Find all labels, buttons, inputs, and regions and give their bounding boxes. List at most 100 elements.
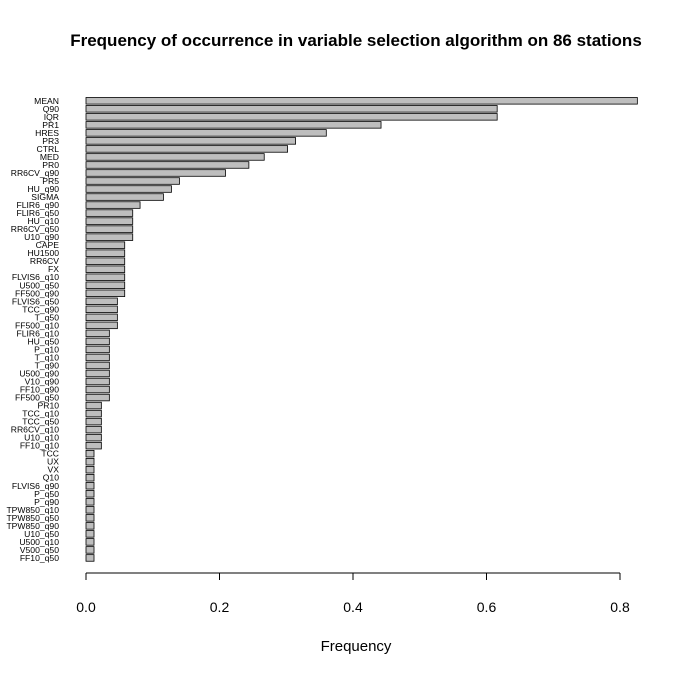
bar-rr6cv-q50 <box>85 225 134 233</box>
bar-u500-q90 <box>85 369 110 378</box>
category-label: PR10 <box>38 401 60 411</box>
category-label: FLVIS6_q10 <box>12 272 59 282</box>
category-label: P_q10 <box>34 344 59 354</box>
x-tick-label: 0.0 <box>76 599 96 615</box>
category-label: FLIR6_q10 <box>16 328 59 338</box>
category-label: V10_q90 <box>25 377 60 387</box>
bar-tpw850-q50 <box>85 514 95 522</box>
bar-flir6-q90 <box>85 201 141 209</box>
bar-vx <box>85 466 95 474</box>
bar-pr3 <box>85 137 296 145</box>
category-label: T_q50 <box>35 312 60 322</box>
category-label: FF10_q90 <box>20 385 59 395</box>
category-label: RR6CV_q50 <box>11 224 59 234</box>
category-label: TCC_q10 <box>22 409 59 419</box>
bar-iqr <box>85 113 498 121</box>
category-label: FLIR6_q50 <box>16 208 59 218</box>
bar-u500-q10 <box>85 538 95 546</box>
bar-pr5 <box>85 177 180 185</box>
category-label: CTRL <box>37 144 60 154</box>
x-axis: 0.0 0.2 0.4 0.6 0.8 <box>76 572 630 615</box>
bar-v500-q50 <box>85 546 95 554</box>
bar-tcc-q50 <box>85 417 102 426</box>
bar-flvis6-q10 <box>85 273 126 281</box>
bar-ff10-q50 <box>85 554 95 562</box>
category-label: U10_q90 <box>24 232 59 242</box>
category-label: U500_q50 <box>19 280 59 290</box>
bar-ff500-q10 <box>85 321 118 330</box>
category-label: TPW850_q90 <box>6 521 59 531</box>
category-label: Q10 <box>43 473 59 483</box>
bar-hu-q90 <box>85 185 172 193</box>
category-label: PR1 <box>42 120 59 130</box>
bar-rr6cv-q10 <box>85 425 102 434</box>
category-label: P_q50 <box>34 489 59 499</box>
bar-flvis6-q50 <box>85 297 118 305</box>
bar-q90 <box>85 105 498 113</box>
chart-title: Frequency of occurrence in variable sele… <box>70 31 642 50</box>
x-tick-label: 0.8 <box>610 599 630 615</box>
category-label: MEAN <box>34 96 59 106</box>
x-axis-title: Frequency <box>321 638 392 655</box>
category-label: HU_q90 <box>27 184 59 194</box>
category-label: Q90 <box>43 104 59 114</box>
category-label: VX <box>48 465 60 475</box>
bar-ux <box>85 457 95 466</box>
category-label: FF10_q50 <box>20 553 59 563</box>
bar-med <box>85 153 265 161</box>
bar-t-q10 <box>85 353 110 362</box>
category-label: RR6CV_q90 <box>11 168 59 178</box>
category-label: HU1500 <box>27 248 59 258</box>
category-label: UX <box>47 457 59 467</box>
category-label: FLVIS6_q90 <box>12 481 59 491</box>
bar-cape <box>85 241 126 249</box>
category-label: CAPE <box>36 240 60 250</box>
category-label: FF500_q90 <box>15 288 59 298</box>
category-label: PR0 <box>42 160 59 170</box>
category-label: PR3 <box>42 136 59 146</box>
bar-ff500-q90 <box>85 289 126 297</box>
category-label: V500_q50 <box>20 545 59 555</box>
category-label: T_q90 <box>35 360 60 370</box>
category-label: TCC <box>41 449 59 459</box>
category-label: FLVIS6_q50 <box>12 296 59 306</box>
bar-ff10-q90 <box>85 385 110 394</box>
bar-p-q90 <box>85 498 95 506</box>
bar-tpw850-q10 <box>85 506 95 514</box>
bar-pr10 <box>85 401 102 410</box>
category-label: TPW850_q10 <box>6 505 59 515</box>
x-tick-label: 0.6 <box>477 599 497 615</box>
bar-t-q50 <box>85 313 118 322</box>
bar-ff500-q50 <box>85 393 110 402</box>
category-label: PR5 <box>42 176 59 186</box>
category-label: IQR <box>44 112 59 122</box>
category-label: FF500_q50 <box>15 393 59 403</box>
bar-ff10-q10 <box>85 441 102 450</box>
category-label: RR6CV_q10 <box>11 425 59 435</box>
bar-hres <box>85 129 327 137</box>
bar-rr6cv <box>85 257 126 265</box>
bar-u10-q90 <box>85 233 134 241</box>
bar-v10-q90 <box>85 377 110 386</box>
category-label: U10_q10 <box>24 433 59 443</box>
bar-hu-q50 <box>85 337 110 346</box>
bar-mean <box>85 97 638 105</box>
x-tick-label: 0.4 <box>343 599 363 615</box>
bar-u10-q50 <box>85 530 95 538</box>
category-label: SIGMA <box>31 192 59 202</box>
bar-p-q50 <box>85 490 95 498</box>
bar-flir6-q50 <box>85 209 134 217</box>
category-label: MED <box>40 152 59 162</box>
bar-fx <box>85 265 126 273</box>
category-label: P_q90 <box>34 497 59 507</box>
bar-tcc-q90 <box>85 305 118 314</box>
bar-ctrl <box>85 145 288 153</box>
bar-tcc <box>85 449 95 458</box>
bars-group <box>85 97 638 562</box>
bar-tcc-q10 <box>85 409 102 418</box>
bar-sigma <box>85 193 164 201</box>
category-label: TCC_q50 <box>22 417 59 427</box>
bar-rr6cv-q90 <box>85 169 226 177</box>
x-tick-label: 0.2 <box>210 599 230 615</box>
